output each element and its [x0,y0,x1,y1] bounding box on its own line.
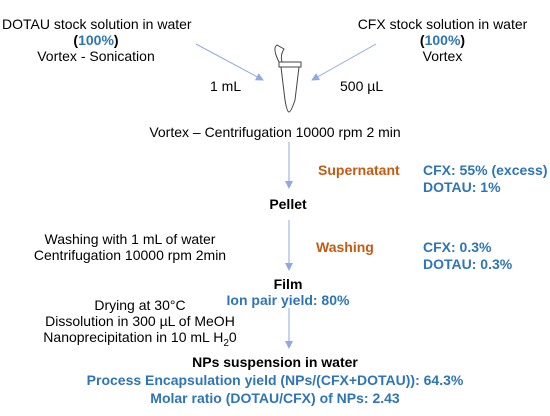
stock-right-method: Vortex [422,48,463,64]
stock-left-percent: 100% [78,32,114,48]
drying-line2: Dissolution in 300 µL of MeOH [45,313,235,329]
stock-right-percent: 100% [424,32,461,48]
drying-line1: Drying at 30°C [94,297,186,313]
drying-line3-tail: 0 [228,329,237,345]
stock-left-block: DOTAU stock solution in water (100%) Vor… [2,16,192,64]
stock-right-block: CFX stock solution in water (100%) Vorte… [340,16,545,64]
volume-right: 500 µL [340,78,384,94]
encapsulation-yield: Process Encapsulation yield (NPs/(CFX+DO… [86,372,464,388]
volume-left: 1 mL [210,78,242,94]
stock-left-title: DOTAU stock solution in water [2,16,192,32]
drying-block: Drying at 30°C Dissolution in 300 µL of … [0,297,280,352]
washing-label: Washing [316,239,374,255]
drying-line3: Nanoprecipitation in 10 mL H20 [0,329,280,352]
step-vortex-centrifugation: Vortex – Centrifugation 10000 rpm 2 min [149,124,401,140]
drying-line3-subscript: 2 [223,337,229,349]
stock-right-percent-line: (100%) [419,32,466,48]
supernatant-dotau: DOTAU: 1% [423,179,501,195]
supernatant-cfx: CFX: 55% (excess) [423,162,548,178]
film-label: Film [273,276,303,292]
washing-step-line1: Washing with 1 mL of water [44,231,216,247]
arrow-right-to-tube [311,43,377,81]
washing-step-block: Washing with 1 mL of water Centrifugatio… [0,231,260,263]
washing-dotau: DOTAU: 0.3% [423,256,513,272]
stock-left-percent-line: (100%) [73,32,119,48]
nps-label: NPs suspension in water [192,354,358,370]
washing-step-line2: Centrifugation 10000 rpm 2min [33,247,227,263]
washing-cfx: CFX: 0.3% [423,239,492,255]
supernatant-label: Supernatant [318,162,400,178]
stock-left-method: Vortex - Sonication [37,48,155,64]
stock-right-title: CFX stock solution in water [357,16,528,32]
eppendorf-tube-icon [274,44,302,113]
ion-pair-yield: Ion pair yield: 80% [226,292,350,308]
pellet-label: Pellet [269,196,307,212]
drying-line3-main: Nanoprecipitation in 10 mL H [43,329,224,345]
molar-ratio: Molar ratio (DOTAU/CFX) of NPs: 2.43 [150,390,400,406]
arrow-left-to-tube [195,43,264,81]
